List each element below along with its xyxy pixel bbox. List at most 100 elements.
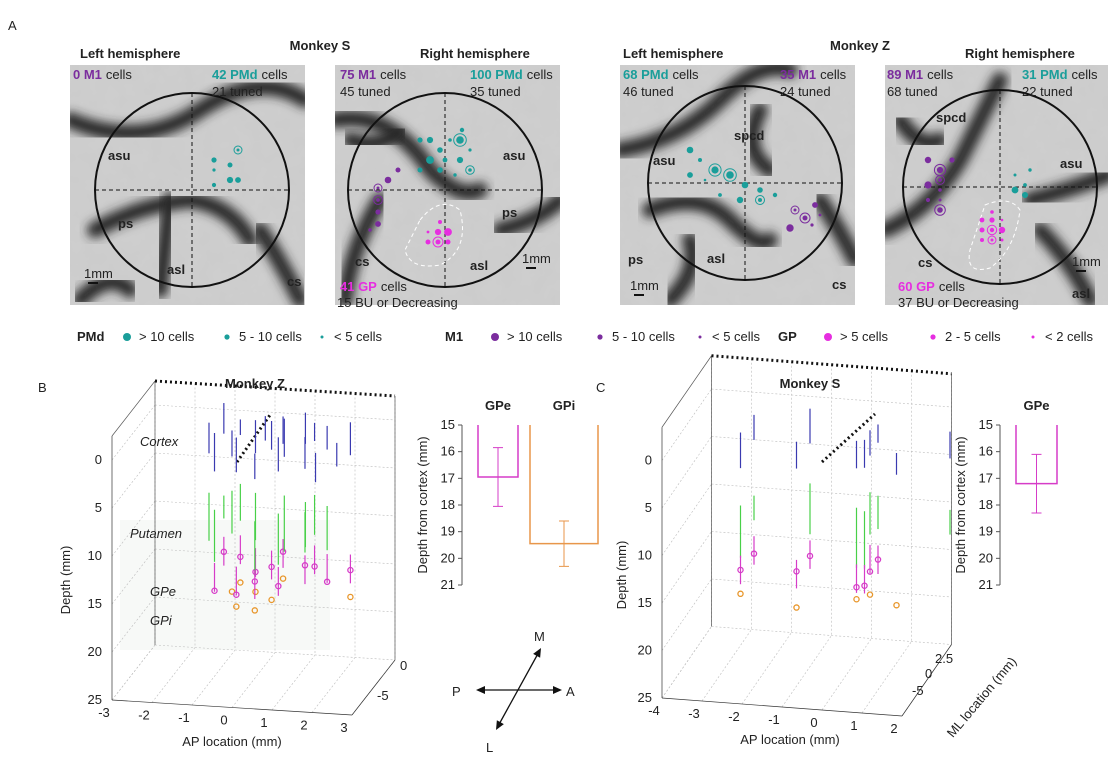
tuned-ring [790,205,800,215]
recording-site [375,221,381,227]
axis-line [111,380,156,437]
legend-group: M1 [445,329,463,344]
cell-count: 31 PMd cells [1022,67,1098,82]
hemisphere-title: Right hemisphere [420,46,530,61]
label-part: 0 M1 [73,67,102,82]
tuned-count: 24 tuned [780,84,831,99]
grid-line [111,644,156,701]
landmark: asl [167,262,185,277]
recording-site [924,181,932,189]
grid-line [711,436,952,455]
label-part: cells [106,67,133,82]
landmark: asl [707,251,725,266]
landmark: asu [1060,156,1082,171]
depth-tick-label: 15 [638,595,652,610]
axis-title: AP location (mm) [182,734,281,749]
grid-line [191,649,236,706]
grid-line [154,596,396,613]
y-axis-title: Depth from cortex (mm) [953,436,968,573]
ap-tick-label: 2 [890,721,897,736]
ap-tick-label: 1 [260,715,267,730]
grid-line [861,641,912,714]
y-tick-label: 18 [979,497,993,512]
tuned-ring [432,236,444,248]
recording-site [426,136,434,144]
gpi-cell [233,603,240,610]
brain-image [70,65,305,305]
recording-site [395,167,401,173]
compass-head [533,648,541,658]
legend-label: GPi [553,398,575,413]
depth-tick-label: 5 [645,500,652,515]
plot-title: Monkey S [780,376,841,391]
y-axis-title: Depth from cortex (mm) [415,436,430,573]
sulcus [1022,167,1108,208]
sulcus [70,79,305,141]
recording-site [236,148,240,152]
ap-tick-label: -4 [648,703,660,718]
image-texture [620,65,855,305]
landmark: ps [628,252,643,267]
recording-site [456,136,464,144]
recording-site [456,156,464,164]
tuned-ring [935,175,945,185]
grid-line [821,638,872,711]
legend-dot [123,333,131,341]
label-part: 75 M1 [340,67,376,82]
recording-site [938,198,942,202]
sulcus [72,274,138,305]
tuned-count: 22 tuned [1022,84,1073,99]
landmark: asu [653,153,675,168]
legend-item: < 5 cells [334,329,383,344]
recording-site [758,198,762,202]
ml-tick-label: 0 [925,666,932,681]
tuned-ring [708,163,722,177]
grid-line [154,452,396,469]
monkey-title: Monkey S [290,38,351,53]
tuned-count: 46 tuned [623,84,674,99]
recording-site [687,172,693,178]
ap-tick-label: 0 [810,715,817,730]
legend-item: > 10 cells [507,329,563,344]
cell-count: 89 M1 cells [887,67,954,82]
legend-item: < 5 cells [712,329,761,344]
axis-line [901,644,952,717]
sulcus [1032,222,1098,305]
chamber-edge [820,412,877,464]
cell-count: 0 M1 cells [73,67,132,82]
ap-tick-label: 0 [220,713,227,728]
compass-label: A [566,684,575,699]
legend-group: PMd [77,329,105,344]
compass-label: P [452,684,461,699]
grid-line [661,388,712,461]
ap-tick-label: -1 [768,712,780,727]
y-tick-label: 15 [441,417,455,432]
legend-item: > 10 cells [139,329,195,344]
legend-item: 5 - 10 cells [612,329,675,344]
recording-site [757,187,763,193]
cell-count: 100 PMd cells [470,67,553,82]
y-tick-label: 17 [979,470,993,485]
grid-line [661,436,712,509]
gpi-cell [237,579,244,586]
monkey-title: Monkey Z [830,38,890,53]
recording-site [990,238,994,242]
compass-arrow [496,649,541,729]
gp-note: 37 BU or Decreasing [898,295,1019,310]
y-tick-label: 21 [979,577,993,592]
recording-site [1022,192,1028,198]
tuned-count: 45 tuned [340,84,391,99]
brain-image [885,65,1108,305]
grid-line [781,635,832,708]
gpi-cell [251,607,259,614]
recording-site [711,166,719,174]
depth-tick-label: 15 [88,596,102,611]
brain-image [335,65,560,305]
recording-site [417,167,423,173]
recording-site [726,171,734,179]
recording-site [1011,186,1019,194]
grid-line [661,531,712,604]
y-tick-label: 18 [441,497,455,512]
tuned-ring [799,212,811,224]
